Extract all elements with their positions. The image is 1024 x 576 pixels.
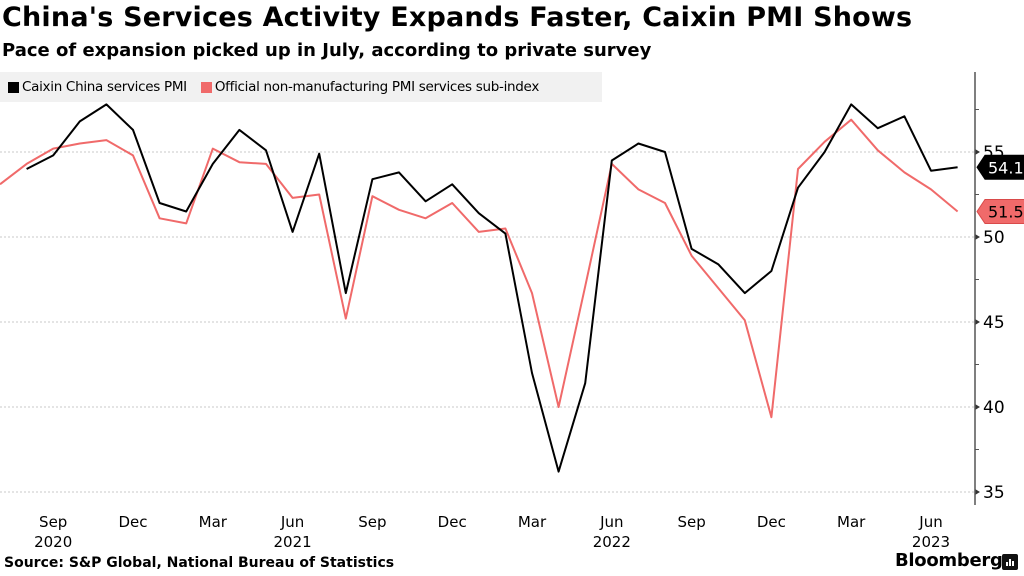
x-tick-label: Mar	[518, 513, 547, 531]
value-flag-text: 54.1	[988, 158, 1024, 177]
gridlines	[0, 151, 975, 493]
y-tick-mark	[975, 234, 980, 240]
x-tick-label: Mar	[837, 513, 866, 531]
x-tick-label: Sep	[39, 513, 67, 531]
series-lines	[0, 103, 959, 473]
legend-label-official: Official non-manufacturing PMI services …	[214, 79, 540, 95]
x-year-label: 2022	[593, 533, 631, 551]
last-value-label-caixin: 54.1	[976, 154, 1024, 180]
y-tick-label: 45	[983, 313, 1005, 333]
x-year-label: 2020	[34, 533, 72, 551]
x-tick-label: Sep	[677, 513, 705, 531]
series-line-official	[0, 118, 959, 419]
last-value-labels: 54.1 51.5	[976, 154, 1024, 224]
y-tick-label: 50	[983, 228, 1005, 248]
x-year-label: 2021	[274, 533, 312, 551]
series-line-caixin	[26, 103, 958, 473]
x-tick-label: Jun	[599, 513, 623, 531]
source-note: Source: S&P Global, National Bureau of S…	[4, 555, 395, 571]
chart-title: China's Services Activity Expands Faster…	[2, 2, 913, 33]
brand-logo: Bloomberg	[895, 550, 1003, 571]
legend-swatch-caixin	[8, 81, 19, 93]
value-flag	[976, 199, 1024, 224]
x-tick-label: Dec	[118, 513, 147, 531]
legend-label-caixin: Caixin China services PMI	[22, 79, 187, 95]
x-tick-label: Jun	[918, 513, 942, 531]
y-tick-mark	[975, 319, 980, 325]
y-tick-label: 40	[983, 398, 1005, 418]
legend-item-official: Official non-manufacturing PMI services …	[200, 79, 540, 95]
bloomberg-chart-icon	[1002, 554, 1018, 570]
x-tick-label: Dec	[438, 513, 467, 531]
y-tick-mark	[975, 404, 980, 410]
x-tick-label: Mar	[199, 513, 228, 531]
legend: Caixin China services PMI Official non-m…	[0, 72, 602, 102]
x-tick-label: Sep	[358, 513, 386, 531]
y-tick-label: 35	[983, 483, 1005, 503]
chart-subtitle: Pace of expansion picked up in July, acc…	[2, 40, 652, 61]
legend-item-caixin: Caixin China services PMI	[8, 79, 187, 95]
x-tick-label: Dec	[757, 513, 786, 531]
value-flag-text: 51.5	[988, 203, 1024, 222]
y-tick-mark	[975, 149, 980, 155]
x-year-label: 2023	[912, 533, 950, 551]
y-tick-mark	[975, 489, 980, 495]
last-value-label-official: 51.5	[976, 199, 1024, 224]
legend-swatch-official	[200, 81, 212, 93]
value-flag	[976, 154, 1024, 180]
x-axis: Sep 2020 Dec Mar Jun 2021 Sep Dec Mar Jun 2022 Sep D…	[34, 513, 950, 551]
x-tick-label: Jun	[280, 513, 304, 531]
